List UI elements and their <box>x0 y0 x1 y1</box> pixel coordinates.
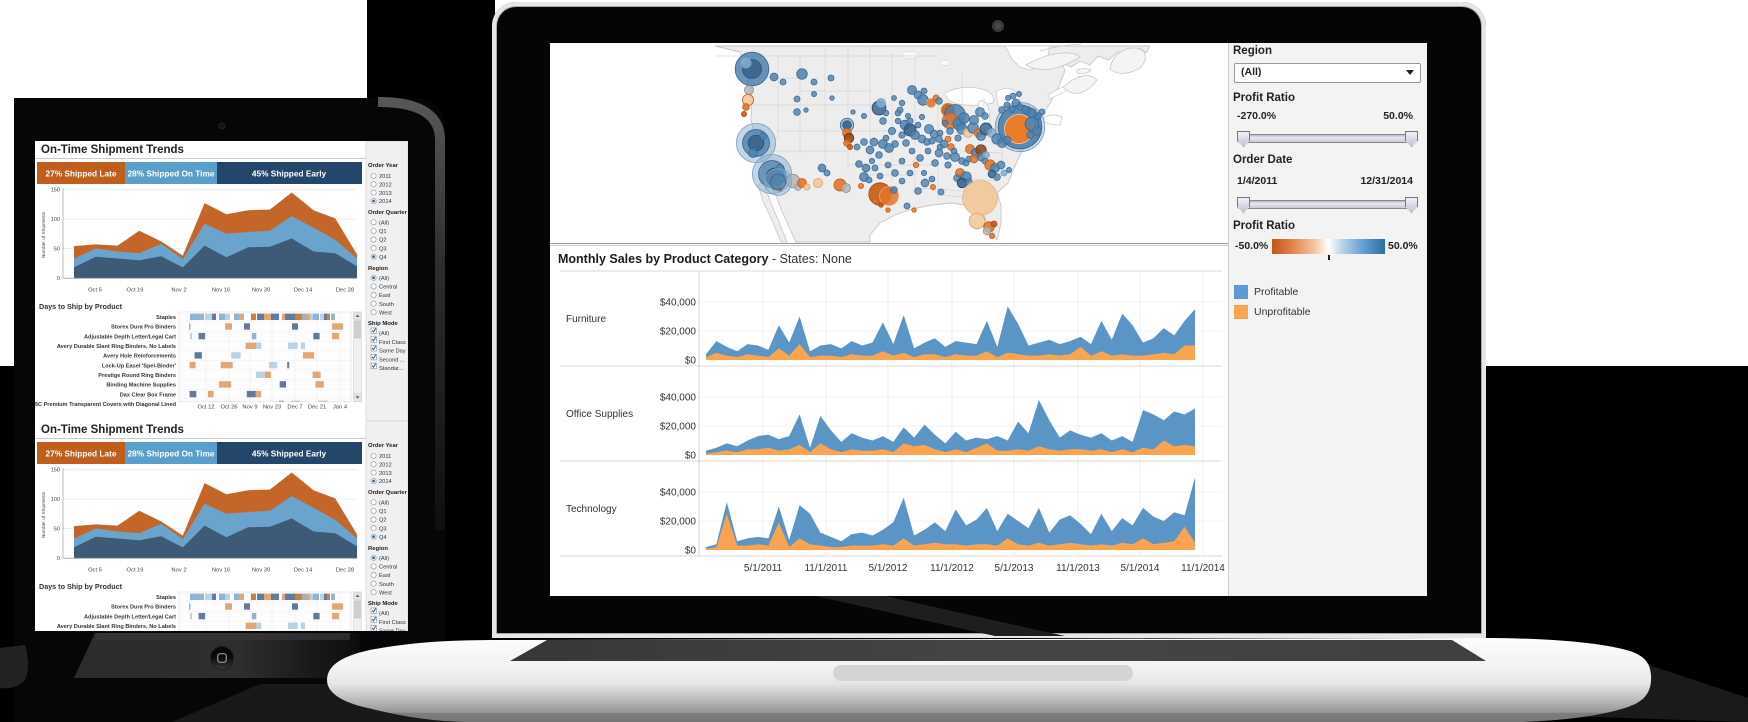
svg-text:$40,000: $40,000 <box>660 393 697 404</box>
svg-text:$20,000: $20,000 <box>660 517 697 528</box>
svg-text:11/1/2012: 11/1/2012 <box>930 563 974 574</box>
svg-text:5/1/2011: 5/1/2011 <box>744 563 783 574</box>
svg-text:11/1/2014: 11/1/2014 <box>1181 563 1225 574</box>
svg-text:5/1/2012: 5/1/2012 <box>869 563 908 574</box>
svg-text:Office Supplies: Office Supplies <box>566 409 633 420</box>
svg-text:11/1/2013: 11/1/2013 <box>1056 563 1100 574</box>
svg-text:$40,000: $40,000 <box>660 488 697 499</box>
svg-text:5/1/2013: 5/1/2013 <box>995 563 1034 574</box>
svg-text:Furniture: Furniture <box>566 314 606 325</box>
svg-text:$20,000: $20,000 <box>660 422 697 433</box>
svg-text:5/1/2014: 5/1/2014 <box>1121 563 1160 574</box>
svg-text:11/1/2011: 11/1/2011 <box>804 563 847 574</box>
svg-text:Technology: Technology <box>566 504 617 515</box>
svg-text:$40,000: $40,000 <box>660 298 697 309</box>
svg-text:$20,000: $20,000 <box>660 327 697 338</box>
svg-text:$0: $0 <box>685 451 697 462</box>
svg-text:$0: $0 <box>685 356 697 367</box>
svg-text:$0: $0 <box>685 546 697 557</box>
svg-text:Monthly Sales by Product Categ: Monthly Sales by Product Category - Stat… <box>558 252 852 266</box>
